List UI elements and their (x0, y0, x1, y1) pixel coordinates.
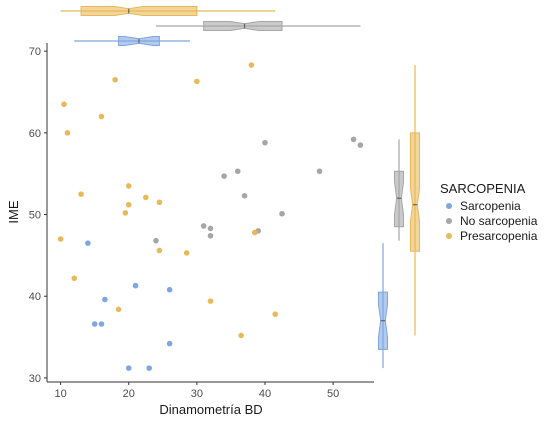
data-point (262, 139, 268, 146)
data-point (241, 192, 248, 199)
data-point (125, 201, 132, 208)
data-point (207, 298, 214, 304)
marginal-x-box (203, 21, 283, 31)
x-tick-label: 10 (55, 388, 67, 400)
data-point (57, 236, 64, 242)
x-tick-label: 30 (191, 388, 203, 400)
x-tick-label: 50 (327, 388, 339, 400)
data-point (194, 78, 200, 85)
legend-swatch (446, 233, 452, 239)
legend-swatch (446, 218, 452, 224)
data-point (316, 168, 323, 175)
data-point (200, 223, 207, 229)
x-tick-label: 40 (259, 388, 271, 400)
legend-entry-label: Sarcopenia (460, 199, 521, 213)
data-point (207, 225, 214, 232)
y-tick-label: 60 (29, 128, 41, 140)
y-tick-label: 40 (29, 291, 41, 303)
marginal-y-box (394, 170, 404, 228)
data-points (57, 62, 364, 371)
data-point (85, 240, 91, 246)
tick-labels: 10 20 30 40 50 30 40 50 60 70 (29, 46, 340, 400)
data-point (71, 275, 78, 282)
data-point (112, 76, 118, 83)
data-point (142, 194, 149, 201)
data-point (238, 332, 244, 339)
x-tick-label: 20 (123, 388, 135, 400)
data-point (146, 365, 152, 371)
data-point (207, 232, 214, 239)
data-point (234, 168, 241, 175)
data-point (122, 210, 129, 216)
marginal-boxplots-y (378, 65, 420, 369)
data-point (279, 210, 285, 217)
y-tick-label: 50 (29, 210, 41, 222)
data-point (98, 113, 105, 120)
legend-entry-label: No sarcopenia (460, 214, 538, 228)
legend-swatch (446, 203, 452, 209)
data-point (125, 183, 132, 189)
y-axis-title: IME (6, 200, 21, 223)
data-point (166, 340, 173, 347)
marginal-y-box (410, 132, 420, 252)
data-point (156, 199, 163, 206)
legend-entry-label: Presarcopenia (460, 229, 538, 243)
data-point (91, 321, 98, 327)
marginal-x-box (80, 6, 198, 16)
data-point (183, 250, 190, 256)
data-point (78, 191, 84, 197)
data-point (166, 286, 173, 293)
data-point (64, 130, 71, 136)
data-point (132, 282, 139, 289)
data-point (357, 142, 364, 148)
y-tick-label: 30 (29, 373, 41, 385)
data-point (350, 136, 357, 143)
data-point (156, 247, 163, 254)
data-point (248, 62, 255, 68)
marginal-boxplots-x (60, 6, 361, 46)
data-point (221, 173, 227, 179)
y-tick-label: 70 (29, 46, 41, 58)
data-point (102, 296, 108, 303)
data-point (115, 306, 122, 313)
data-point (153, 237, 159, 244)
x-axis-title: Dinamometría BD (159, 402, 262, 417)
data-point (98, 321, 105, 327)
data-point (251, 229, 258, 236)
axes (46, 43, 374, 383)
data-point (272, 311, 279, 318)
legend-title: SARCOPENIA (440, 181, 526, 196)
data-point (61, 101, 67, 108)
data-point (125, 365, 132, 371)
